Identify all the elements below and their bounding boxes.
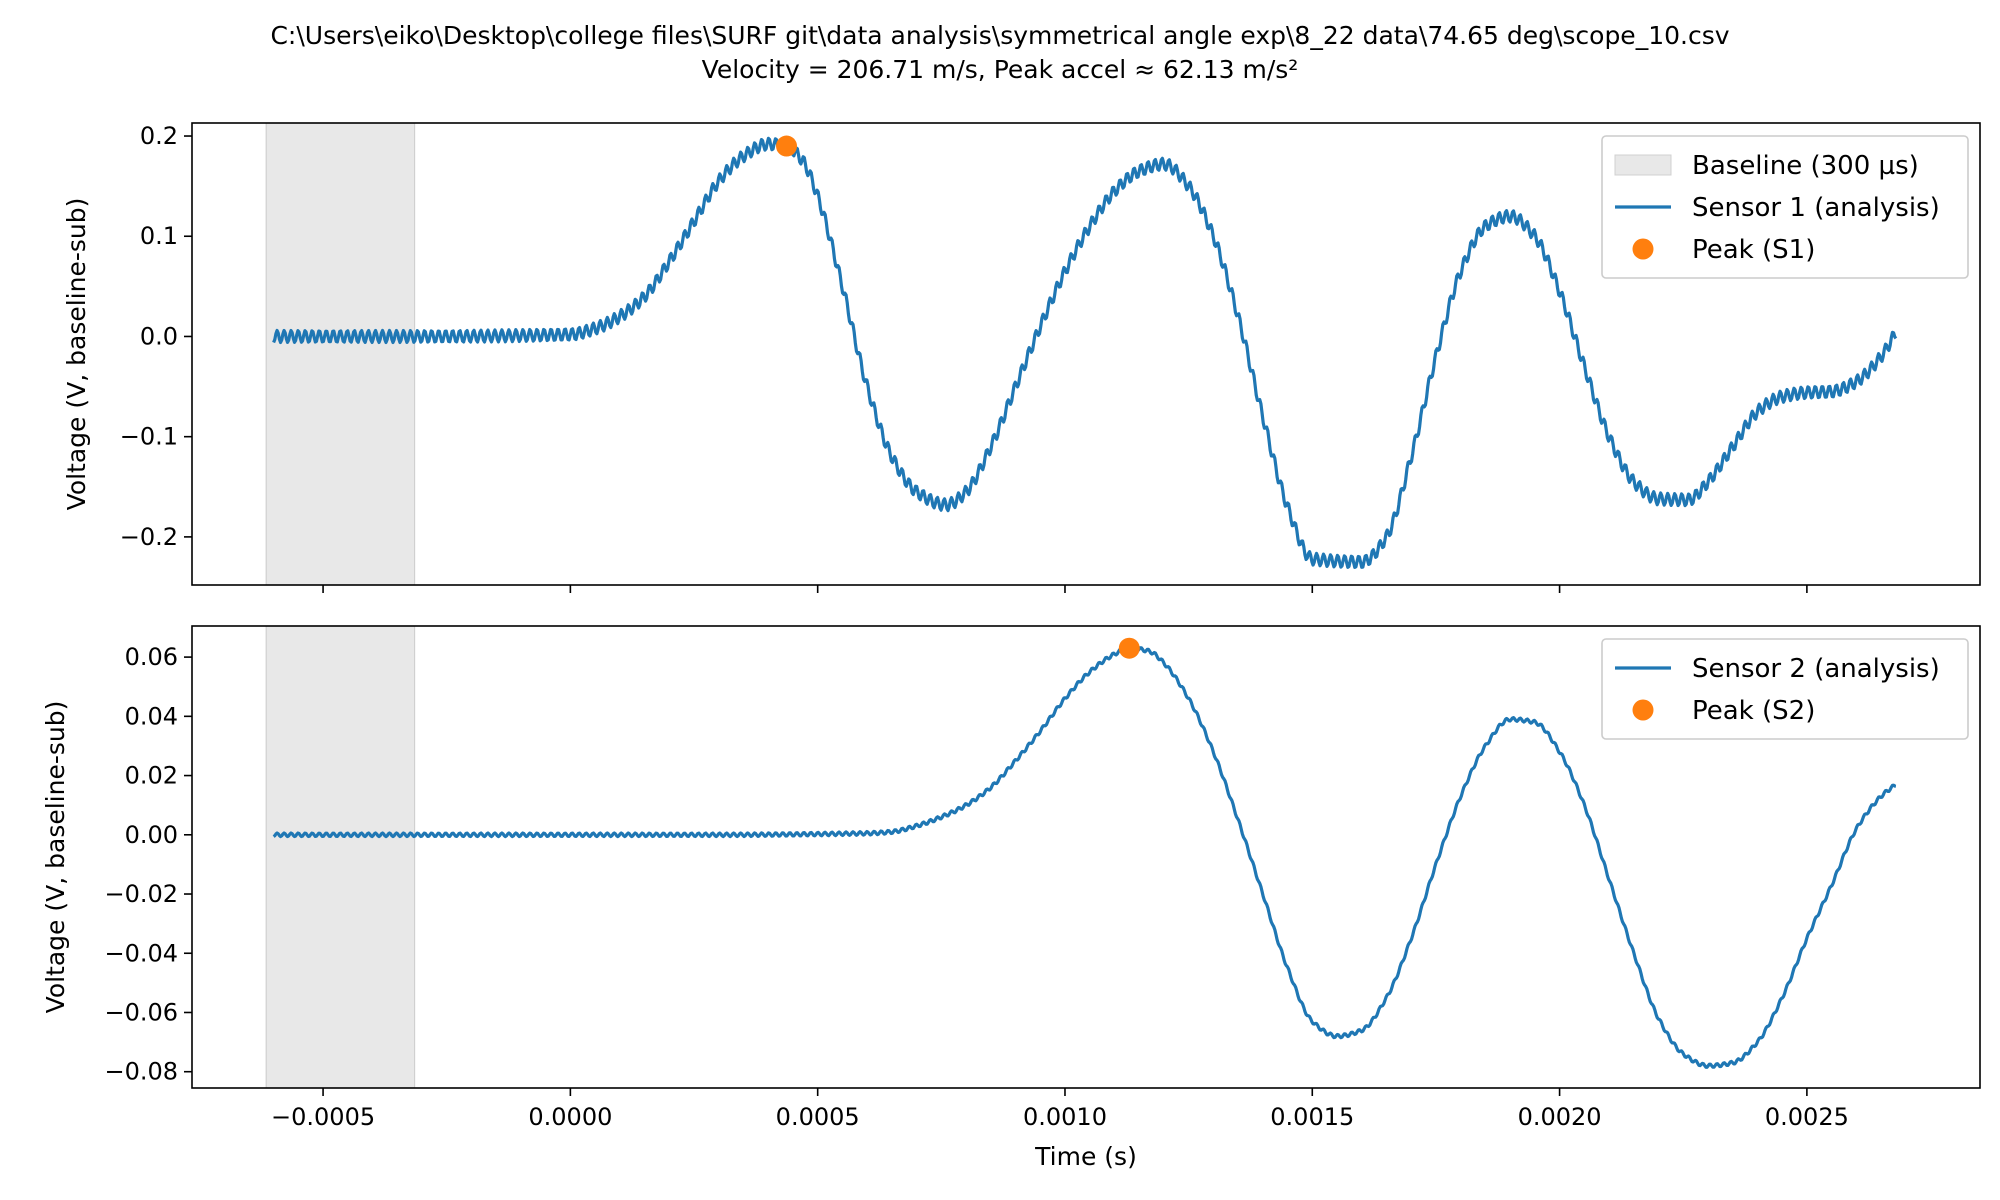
x-tick-label: 0.0005: [776, 1103, 860, 1131]
series-line-1-0: [272, 136, 1898, 569]
legend-box: [1601, 135, 1969, 279]
figure-title-line1: C:\Users\eiko\Desktop\college files\SURF…: [270, 21, 1729, 50]
figure-title-line2: Velocity = 206.71 m/s, Peak accel ≈ 62.1…: [702, 55, 1299, 84]
x-tick-label: 0.0000: [528, 1103, 612, 1131]
axes-frame: [191, 625, 1981, 1089]
y-tick-label: 0.1: [140, 222, 178, 250]
legend-label: Peak (S1): [1692, 235, 1815, 265]
legend-box: [1601, 638, 1969, 740]
y-tick-label: −0.2: [120, 523, 178, 551]
y-tick-label: 0.06: [125, 643, 178, 671]
y-tick-label: 0.02: [125, 762, 178, 790]
legend: Sensor 2 (analysis) Peak (S2): [1601, 638, 1969, 740]
y-tick-label: −0.08: [104, 1058, 178, 1086]
peak-marker-1: [776, 135, 798, 157]
bottom-plot: −0.0005 0.0000 0.0005 0.0010 0.0015 0.0020 0.0…: [41, 625, 1981, 1171]
series-line-2-0: [272, 645, 1897, 1069]
x-axis-label: Time (s): [1034, 1142, 1137, 1171]
legend-swatch-marker: [1632, 238, 1654, 260]
y-tick-label: 0.04: [125, 702, 178, 730]
x-tick-label: 0.0015: [1270, 1103, 1354, 1131]
peak-marker-2: [1118, 637, 1140, 659]
x-tick-label: 0.0025: [1765, 1103, 1849, 1131]
x-tick-label: 0.0010: [1023, 1103, 1107, 1131]
baseline-span: [265, 626, 416, 1088]
x-tick-label: 0.0020: [1518, 1103, 1602, 1131]
legend-swatch-marker: [1632, 699, 1654, 721]
y-tick-label: −0.02: [104, 880, 178, 908]
top-plot: −0.2 −0.1 0.0 0.1 0.2 Voltage (V, baseline-su…: [62, 122, 1981, 593]
y-tick-label: −0.04: [104, 939, 178, 967]
y-tick-label: −0.1: [120, 423, 178, 451]
y-axis-label: Voltage (V, baseline-sub): [41, 701, 70, 1014]
y-axis-label: Voltage (V, baseline-sub): [62, 198, 91, 511]
y-tick-label: 0.0: [140, 322, 178, 350]
legend-label: Sensor 2 (analysis): [1692, 654, 1940, 684]
axes-frame: [191, 122, 1981, 586]
legend-label: Peak (S2): [1692, 696, 1815, 726]
y-tick-label: 0.2: [140, 122, 178, 150]
x-tick-label: −0.0005: [271, 1103, 375, 1131]
legend: Baseline (300 µs) Sensor 1 (analysis) Peak…: [1601, 135, 1969, 279]
legend-label: Baseline (300 µs): [1692, 151, 1919, 181]
y-tick-label: −0.06: [104, 998, 178, 1026]
legend-label: Sensor 1 (analysis): [1692, 193, 1940, 223]
legend-swatch-baseline: [1614, 154, 1672, 176]
y-tick-label: 0.00: [125, 821, 178, 849]
baseline-span: [265, 123, 416, 585]
